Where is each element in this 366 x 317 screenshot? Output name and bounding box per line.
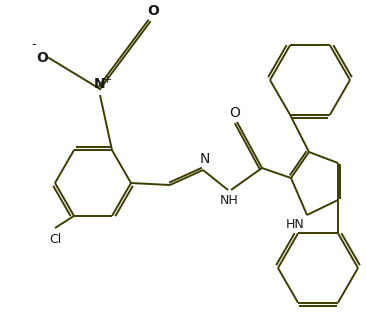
Text: O: O — [147, 4, 159, 18]
Text: N: N — [94, 77, 106, 91]
Text: Cl: Cl — [49, 233, 61, 246]
Text: +: + — [102, 75, 112, 85]
Text: NH: NH — [220, 194, 238, 207]
Text: O: O — [36, 51, 48, 65]
Text: HN: HN — [286, 218, 305, 231]
Text: N: N — [200, 152, 210, 166]
Text: -: - — [32, 38, 36, 51]
Text: O: O — [229, 106, 240, 120]
